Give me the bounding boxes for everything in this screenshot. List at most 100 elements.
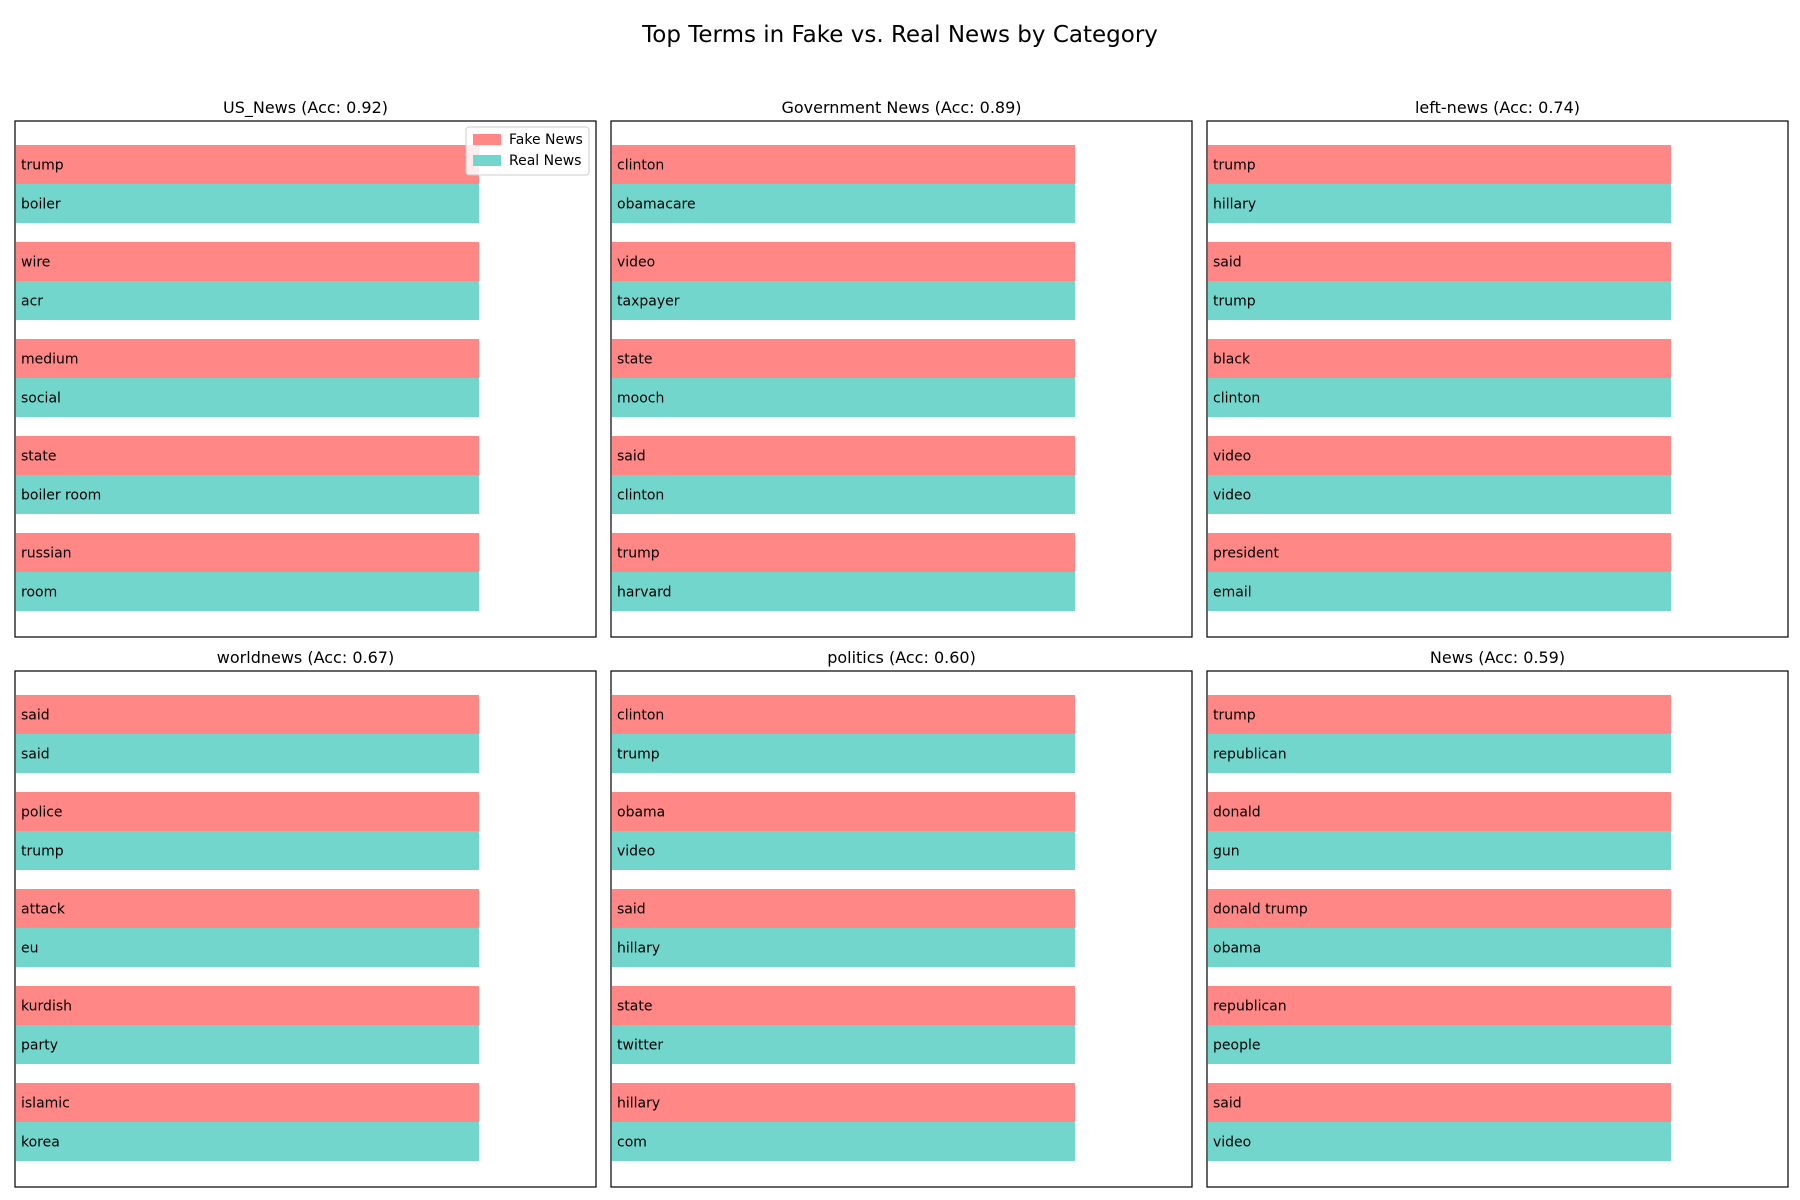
legend: Fake News Real News: [465, 126, 590, 176]
real-term-label: taxpayer: [617, 294, 680, 310]
fake-term-label: donald: [1213, 805, 1261, 821]
real-term-label: hillary: [1213, 197, 1256, 213]
fake-term-label: said: [1213, 255, 1242, 271]
panel-title: left-news (Acc: 0.74): [1415, 98, 1580, 117]
fake-term-label: trump: [1213, 708, 1256, 724]
fake-term-label: donald trump: [1213, 902, 1308, 918]
real-term-label: republican: [1213, 747, 1287, 763]
real-news-bar: [16, 572, 479, 611]
real-news-bar: [1208, 475, 1671, 514]
real-news-bar: [16, 281, 479, 320]
fake-news-bar: [612, 242, 1075, 281]
fake-term-label: kurdish: [21, 999, 72, 1015]
real-news-bar: [1208, 928, 1671, 967]
real-news-bar: [16, 184, 479, 223]
real-news-bar: [1208, 831, 1671, 870]
fake-term-label: police: [21, 805, 63, 821]
real-term-label: trump: [1213, 294, 1256, 310]
real-news-bar: [1208, 281, 1671, 320]
real-news-bar: [612, 928, 1075, 967]
real-term-label: boiler: [21, 197, 61, 213]
real-term-label: email: [1213, 585, 1252, 601]
real-term-label: acr: [21, 294, 43, 310]
chart-panel: worldnews (Acc: 0.67) said said police trump…: [14, 648, 597, 1188]
axes-frame: [610, 670, 1193, 1188]
fake-term-label: state: [21, 449, 56, 465]
real-news-bar: [612, 1025, 1075, 1064]
panel-title: Government News (Acc: 0.89): [781, 98, 1021, 117]
fake-term-label: trump: [617, 546, 660, 562]
real-news-bar: [16, 928, 479, 967]
real-term-label: eu: [21, 941, 39, 957]
real-news-bar: [612, 184, 1075, 223]
real-news-bar: [1208, 378, 1671, 417]
chart-panel: News (Acc: 0.59) trump republican donald gun…: [1206, 648, 1789, 1188]
real-term-label: twitter: [617, 1038, 663, 1054]
fake-news-bar: [16, 533, 479, 572]
real-term-label: gun: [1213, 844, 1240, 860]
fake-news-bar: [1208, 533, 1671, 572]
real-term-label: video: [617, 844, 655, 860]
axes-frame: [14, 670, 597, 1188]
panel-title: News (Acc: 0.59): [1430, 648, 1565, 667]
fake-news-bar: [1208, 145, 1671, 184]
real-term-label: people: [1213, 1038, 1260, 1054]
panel-title: US_News (Acc: 0.92): [223, 98, 388, 118]
fake-news-bar: [612, 533, 1075, 572]
real-term-label: video: [1213, 488, 1251, 504]
real-term-label: clinton: [1213, 391, 1260, 407]
fake-term-label: state: [617, 352, 652, 368]
fake-news-bar: [612, 889, 1075, 928]
fake-news-bar: [16, 792, 479, 831]
fake-term-label: state: [617, 999, 652, 1015]
legend-real-label: Real News: [509, 153, 581, 169]
fake-news-bar: [16, 986, 479, 1025]
fake-news-bar: [1208, 889, 1671, 928]
fake-news-bar: [16, 242, 479, 281]
fake-term-label: clinton: [617, 158, 664, 174]
fake-news-bar: [16, 145, 479, 184]
fake-news-bar: [612, 986, 1075, 1025]
fake-term-label: islamic: [21, 1096, 70, 1112]
real-news-bar: [1208, 734, 1671, 773]
real-term-label: trump: [21, 844, 64, 860]
axes-frame: [610, 120, 1193, 638]
real-term-label: boiler room: [21, 488, 101, 504]
fake-news-bar: [16, 1083, 479, 1122]
real-term-label: mooch: [617, 391, 664, 407]
fake-news-bar: [612, 1083, 1075, 1122]
fake-term-label: republican: [1213, 999, 1287, 1015]
real-news-bar: [612, 572, 1075, 611]
real-news-bar: [16, 475, 479, 514]
chart-panel: politics (Acc: 0.60) clinton trump obama vid…: [610, 648, 1193, 1188]
fake-news-bar: [1208, 242, 1671, 281]
real-news-bar: [612, 378, 1075, 417]
fake-term-label: video: [1213, 449, 1251, 465]
fake-term-label: trump: [21, 158, 64, 174]
real-news-bar: [16, 1025, 479, 1064]
fake-term-label: president: [1213, 546, 1280, 562]
legend-real-swatch: [473, 155, 501, 166]
fake-term-label: video: [617, 255, 655, 271]
axes-frame: [14, 120, 597, 638]
real-term-label: obamacare: [617, 197, 696, 213]
fake-news-bar: [1208, 792, 1671, 831]
real-term-label: said: [21, 747, 50, 763]
real-term-label: clinton: [617, 488, 664, 504]
panel-title: politics (Acc: 0.60): [827, 648, 976, 667]
fake-news-bar: [612, 436, 1075, 475]
fake-term-label: hillary: [617, 1096, 660, 1112]
fake-term-label: said: [617, 902, 646, 918]
real-term-label: social: [21, 391, 61, 407]
real-term-label: com: [617, 1135, 647, 1151]
real-news-bar: [16, 378, 479, 417]
chart-panel: left-news (Acc: 0.74) trump hillary said tru…: [1206, 98, 1789, 638]
fake-news-bar: [612, 792, 1075, 831]
real-term-label: korea: [21, 1135, 60, 1151]
chart-panel: Government News (Acc: 0.89) clinton obamac…: [610, 98, 1193, 638]
fake-term-label: obama: [617, 805, 665, 821]
fake-news-bar: [1208, 436, 1671, 475]
real-news-bar: [612, 831, 1075, 870]
axes-frame: [1206, 670, 1789, 1188]
